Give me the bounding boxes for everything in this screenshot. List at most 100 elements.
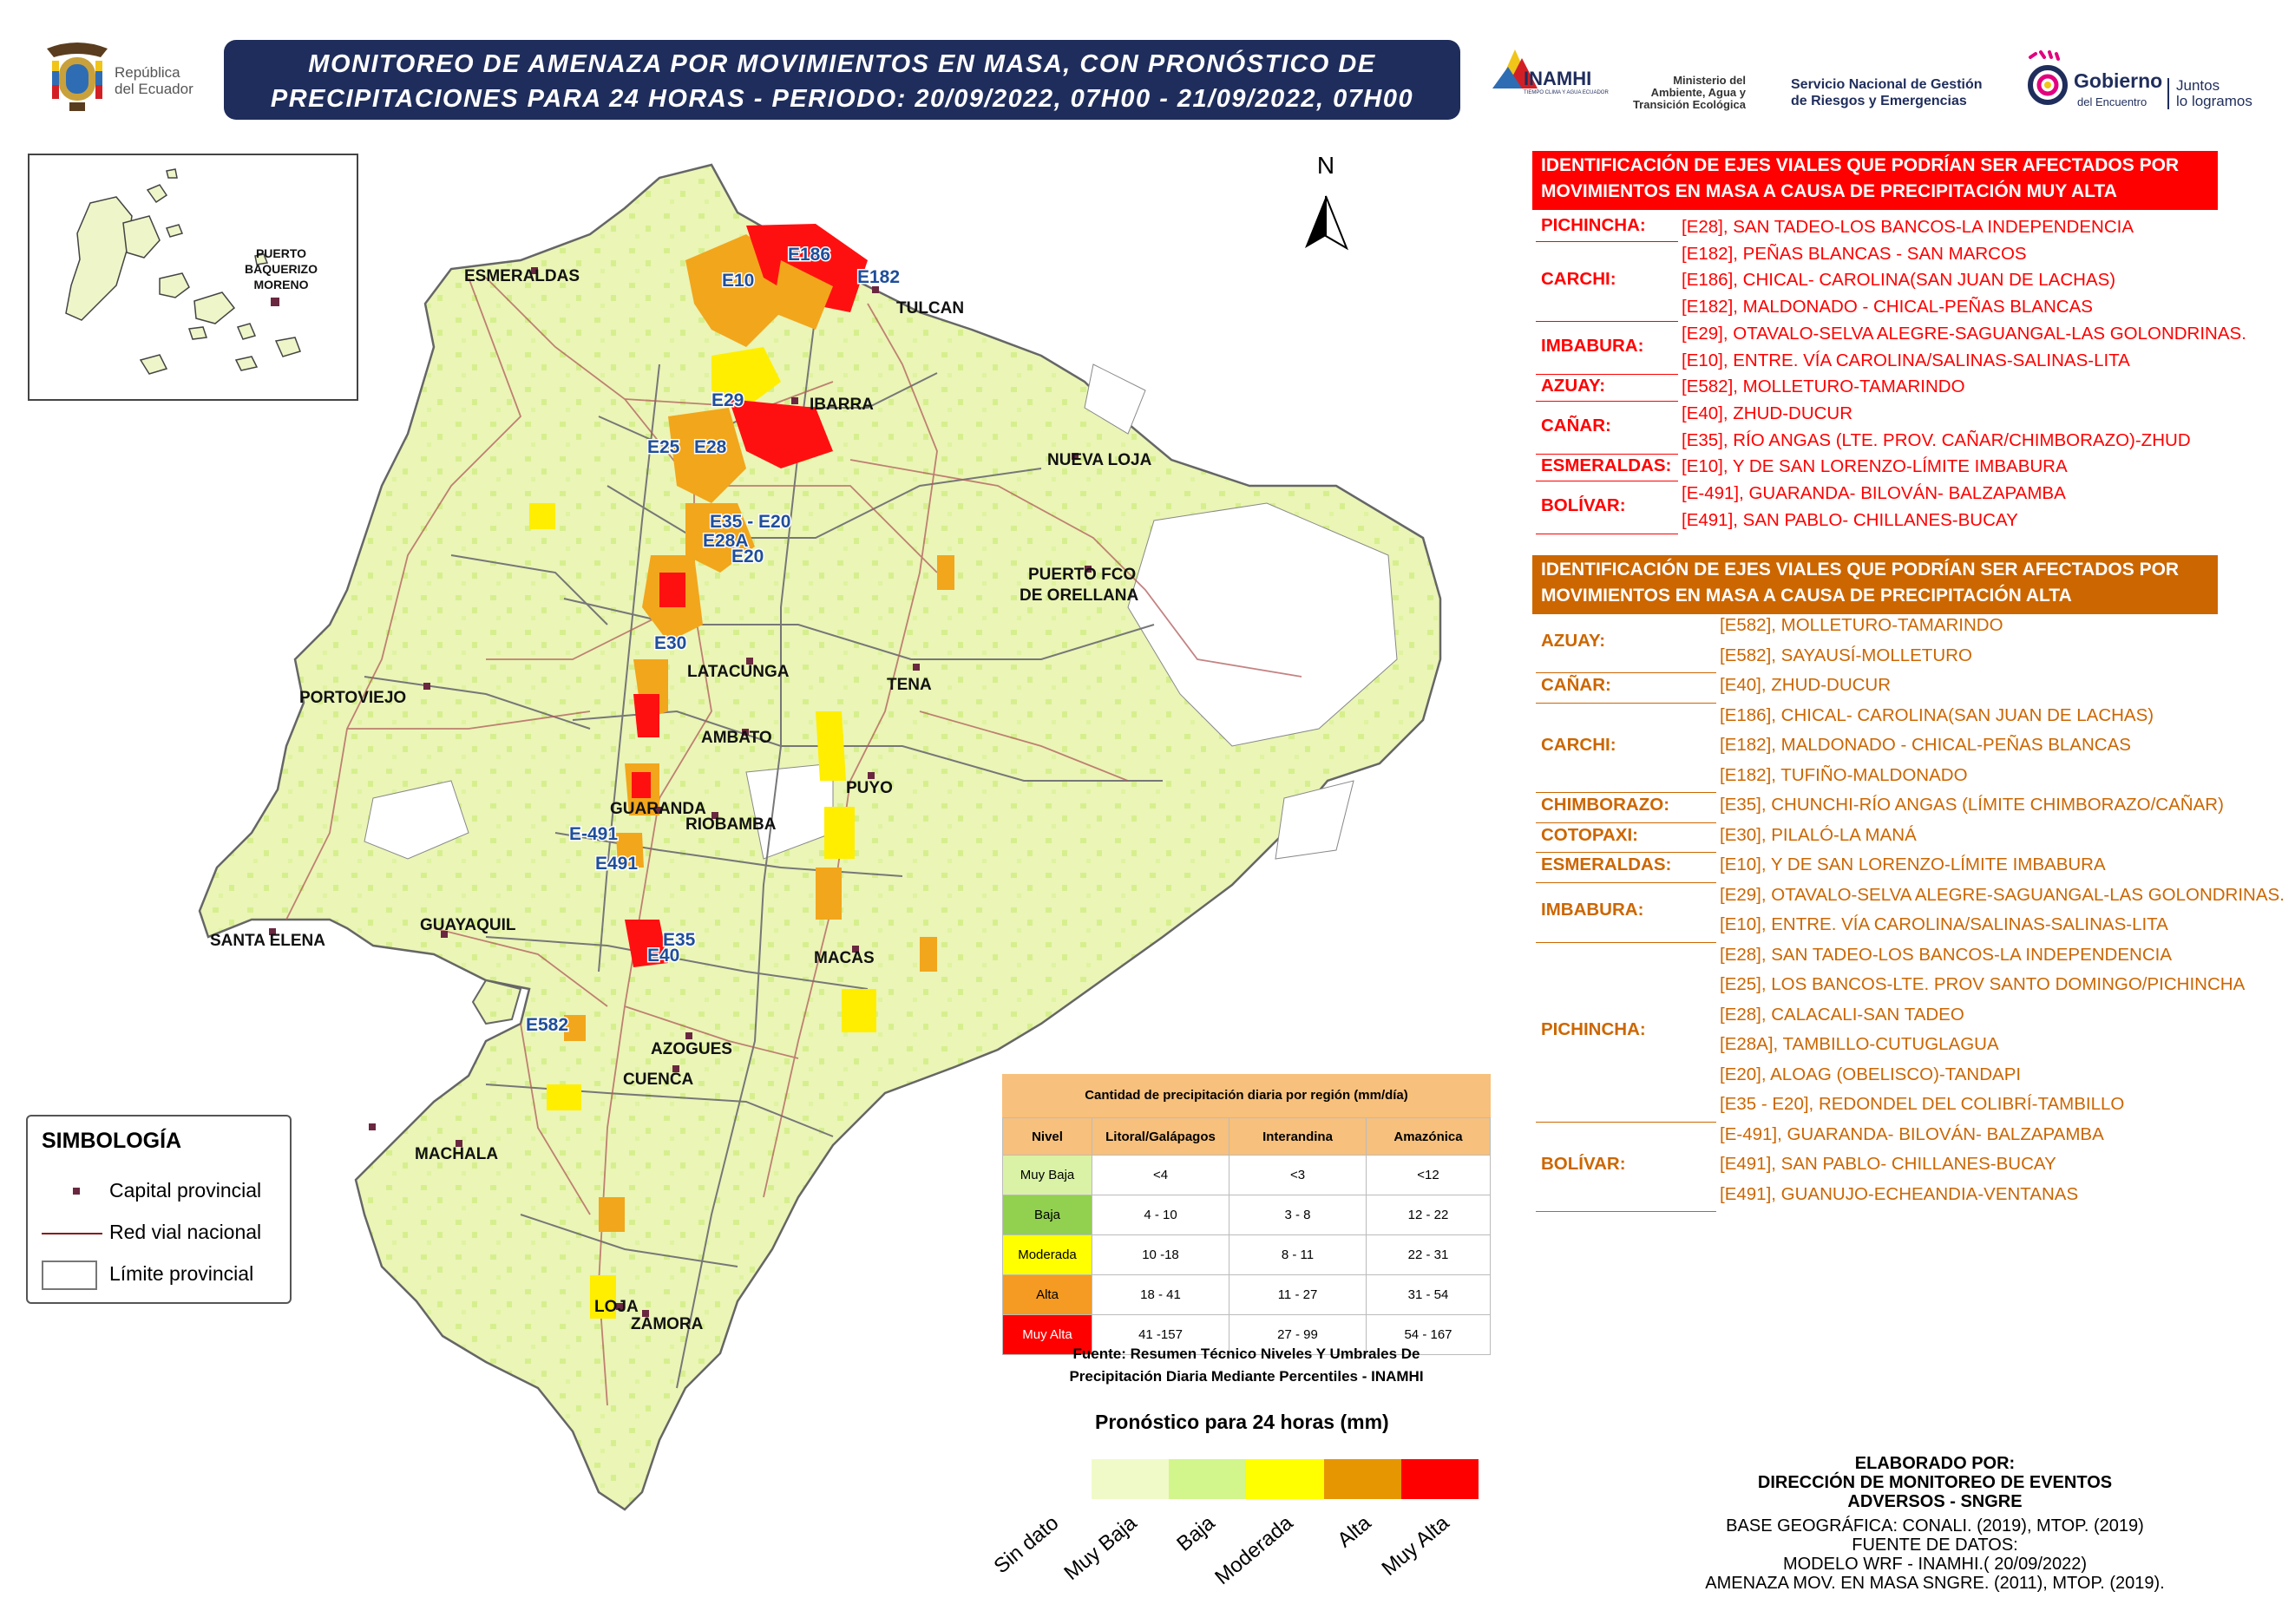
group-divider xyxy=(1536,454,1678,455)
road-item: [E28], SAN TADEO-LOS BANCOS-LA INDEPENDE… xyxy=(1682,217,2134,237)
group-divider xyxy=(1536,702,1716,704)
legend-item-province-limit: Límite provincial xyxy=(109,1262,254,1285)
scale-swatch xyxy=(1400,1459,1479,1499)
road-label: E30 xyxy=(654,633,686,653)
group-divider xyxy=(1536,1121,1716,1123)
city-label: SANTA ELENA xyxy=(210,932,325,950)
road-label: E35 xyxy=(663,930,696,950)
title-line-1: MONITOREO DE AMENAZA POR MOVIMIENTOS EN … xyxy=(308,50,1376,78)
group-divider xyxy=(1536,822,1716,823)
road-item: [E28], CALACALI-SAN TADEO xyxy=(1720,1004,1964,1025)
province-label: ESMERALDAS: xyxy=(1541,455,1672,475)
road-item: [E20], ALOAG (OBELISCO)-TANDAPI xyxy=(1720,1064,2022,1084)
province-label: CARCHI: xyxy=(1541,735,1616,756)
road-item: [E10], ENTRE. VÍA CAROLINA/SALINAS-SALIN… xyxy=(1682,350,2130,370)
road-item: [E-491], GUARANDA- BILOVÁN- BALZAPAMBA xyxy=(1720,1123,2104,1144)
forecast-scale-title: Pronóstico para 24 horas (mm) xyxy=(1095,1411,1389,1433)
city-label: IBARRA xyxy=(810,396,874,414)
city-label: CUENCA xyxy=(623,1071,694,1089)
province-label: CHIMBORAZO: xyxy=(1541,795,1670,815)
road-item: [E491], GUANUJO-ECHEANDIA-VENTANAS xyxy=(1720,1183,2079,1204)
threshold-table: Nivel Litoral/Galápagos Interandina Amaz… xyxy=(1002,1117,1491,1355)
table-header: Litoral/Galápagos xyxy=(1092,1117,1229,1156)
north-arrow-icon: N xyxy=(1305,152,1349,251)
province-label: IMBABURA: xyxy=(1541,335,1644,356)
road-item: [E186], CHICAL- CAROLINA(SAN JUAN DE LAC… xyxy=(1682,270,2116,291)
galapagos-inset: PUERTO BAQUERIZO MORENO xyxy=(28,154,358,401)
road-item: [E10], Y DE SAN LORENZO-LÍMITE IMBABURA xyxy=(1720,855,2106,874)
city-label: GUAYAQUIL xyxy=(420,916,516,934)
scale-swatch xyxy=(1323,1459,1401,1499)
threshold-table-title: Cantidad de precipitación diaria por reg… xyxy=(1002,1074,1491,1117)
legend-item-roads: Red vial nacional xyxy=(109,1221,262,1243)
road-item: [E-491], GUARANDA- BILOVÁN- BALZAPAMBA xyxy=(1682,483,2066,503)
value-cell: 31 - 54 xyxy=(1366,1274,1491,1315)
road-label: E28 xyxy=(694,437,727,457)
road-item: [E30], PILALÓ-LA MANÁ xyxy=(1720,824,1917,845)
table-header: Interandina xyxy=(1229,1117,1367,1156)
scale-swatch xyxy=(1169,1459,1247,1499)
road-label: E29 xyxy=(711,390,744,410)
road-item: [E25], LOS BANCOS-LTE. PROV SANTO DOMING… xyxy=(1720,974,2246,994)
road-label: E35 - E20 xyxy=(710,512,790,532)
svg-text:N: N xyxy=(1317,152,1334,179)
road-label: E20 xyxy=(731,547,764,566)
province-label: AZUAY: xyxy=(1541,630,1606,651)
road-item: [E182], MALDONADO - CHICAL-PEÑAS BLANCAS xyxy=(1682,297,2093,318)
value-cell: 54 - 167 xyxy=(1366,1314,1491,1355)
province-label: AZUAY: xyxy=(1541,375,1606,396)
city-label: PUERTO FCO xyxy=(1028,566,1136,584)
road-label: E10 xyxy=(722,271,754,291)
group-divider xyxy=(1536,792,1716,793)
legend-item-capital: Capital provincial xyxy=(109,1179,262,1202)
city-label: MACAS xyxy=(814,949,875,967)
city-label: LATACUNGA xyxy=(687,663,790,681)
group-divider xyxy=(1536,400,1678,402)
group-divider xyxy=(1536,852,1716,853)
group-divider xyxy=(1536,1211,1716,1212)
table-row: Moderada 10 -18 8 - 11 22 - 31 xyxy=(1002,1234,1491,1275)
value-cell: 11 - 27 xyxy=(1229,1274,1367,1315)
road-item: [E182], TUFIÑO-MALDONADO xyxy=(1720,764,1968,785)
precipitation-patches xyxy=(529,224,954,1319)
road-item: [E29], OTAVALO-SELVA ALEGRE-SAGUANGAL-LA… xyxy=(1682,323,2246,344)
group-divider xyxy=(1536,881,1716,883)
province-label: IMBABURA: xyxy=(1541,900,1644,920)
title-line-2: PRECIPITACIONES PARA 24 HORAS - PERIODO:… xyxy=(270,85,1414,113)
road-item: [E491], SAN PABLO- CHILLANES-BUCAY xyxy=(1682,509,2018,530)
group-divider xyxy=(1536,672,1716,673)
value-cell: 12 - 22 xyxy=(1366,1195,1491,1235)
inset-label: MORENO xyxy=(254,278,309,291)
road-label: E40 xyxy=(647,946,679,966)
muy-alta-panel-title: IDENTIFICACIÓN DE EJES VIALES QUE PODRÍA… xyxy=(1532,151,2218,210)
scale-swatch xyxy=(1246,1459,1324,1499)
level-cell: Baja xyxy=(1002,1195,1092,1235)
road-item: [E35], RÍO ANGAS (LTE. PROV. CAÑAR/CHIMB… xyxy=(1682,429,2191,450)
road-label: E182 xyxy=(857,267,900,287)
province-label: BOLÍVAR: xyxy=(1541,1154,1626,1175)
city-label: GUARANDA xyxy=(610,800,706,818)
road-label: E25 xyxy=(647,437,680,457)
level-cell: Alta xyxy=(1002,1274,1092,1315)
road-label: E28A xyxy=(703,531,749,551)
city-label: TULCAN xyxy=(896,299,964,318)
ministerio-logo-text: Ministerio del Ambiente, Agua y Transici… xyxy=(1632,74,1746,111)
city-label: LOJA xyxy=(594,1298,639,1316)
value-cell: 41 -157 xyxy=(1092,1314,1229,1355)
province-label: CAÑAR: xyxy=(1541,415,1611,435)
road-item: [E40], ZHUD-DUCUR xyxy=(1720,675,1892,695)
city-label: ESMERALDAS xyxy=(464,267,580,285)
capital-markers xyxy=(269,267,1092,1317)
table-header: Nivel xyxy=(1002,1117,1092,1156)
inamhi-logo: INAMHI TIEMPO CLIMA Y AGUA ECUADOR xyxy=(1489,45,1610,115)
city-label: DE ORELLANA xyxy=(1020,586,1139,605)
group-divider xyxy=(1536,240,1678,242)
legend-box: SIMBOLOGÍA Capital provincial Red vial n… xyxy=(26,1115,292,1304)
scale-swatch xyxy=(1092,1459,1170,1499)
table-row: Alta 18 - 41 11 - 27 31 - 54 xyxy=(1002,1274,1491,1315)
table-row: Muy Alta 41 -157 27 - 99 54 - 167 xyxy=(1002,1314,1491,1355)
road-item: [E186], CHICAL- CAROLINA(SAN JUAN DE LAC… xyxy=(1720,704,2154,725)
city-label: MACHALA xyxy=(415,1145,498,1163)
city-label: AZOGUES xyxy=(651,1040,732,1058)
